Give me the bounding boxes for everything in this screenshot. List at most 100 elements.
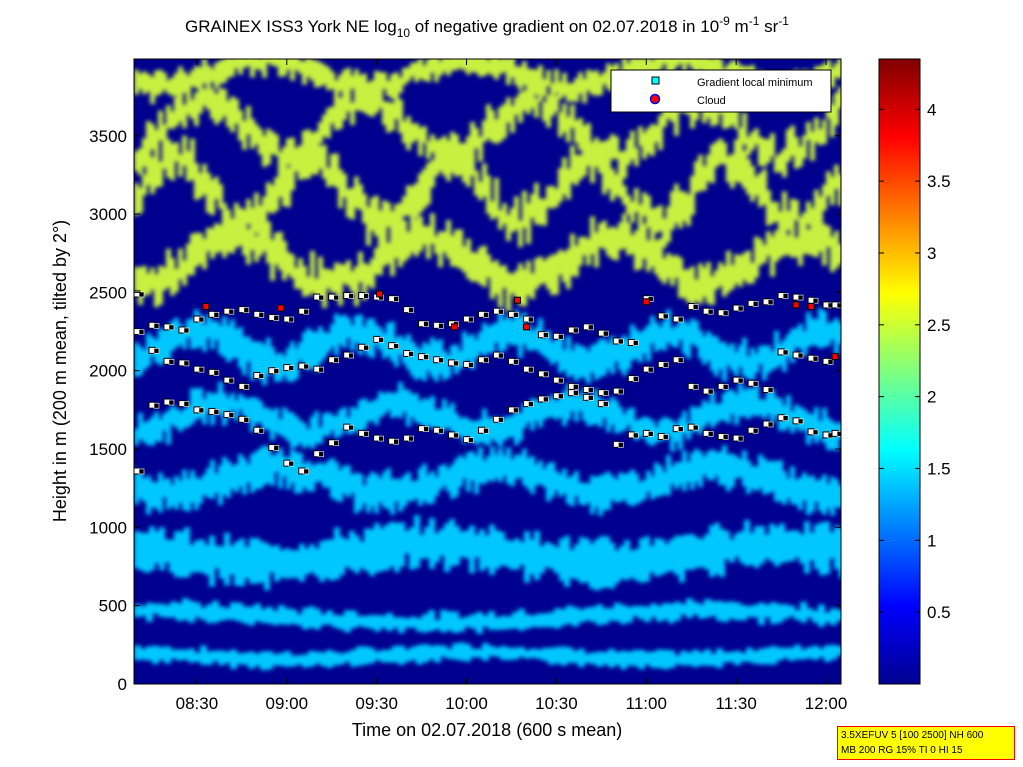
band-segment: [834, 92, 839, 126]
band-segment: [602, 72, 607, 85]
band-segment: [150, 267, 155, 291]
band-segment: [810, 475, 815, 512]
band-segment: [466, 336, 471, 361]
band-segment: [510, 207, 515, 233]
cloud-point: [451, 323, 459, 331]
band-segment: [794, 610, 801, 620]
band-segment: [278, 352, 283, 382]
band-segment: [502, 417, 507, 441]
band-segment: [206, 314, 211, 339]
band-segment: [726, 250, 731, 293]
band-segment: [574, 245, 579, 277]
band-segment: [806, 647, 813, 659]
band-segment: [286, 167, 291, 208]
band-segment: [502, 319, 507, 351]
band-segment: [259, 541, 265, 583]
band-segment: [306, 59, 311, 77]
band-segment: [418, 468, 423, 506]
band-segment: [274, 232, 279, 265]
band-segment: [158, 419, 163, 442]
band-segment: [362, 73, 367, 94]
band-segment: [230, 465, 235, 489]
band-segment: [394, 91, 399, 120]
chart-title: GRAINEX ISS3 York NE log10 of negative g…: [185, 14, 789, 40]
band-segment: [200, 645, 207, 665]
band-segment: [310, 59, 315, 81]
band-segment: [618, 222, 623, 250]
band-segment: [154, 155, 159, 188]
band-segment: [194, 232, 199, 267]
band-segment: [526, 68, 531, 93]
band-segment: [330, 270, 335, 293]
band-segment: [499, 532, 505, 566]
band-segment: [174, 72, 179, 96]
band-segment: [566, 116, 571, 143]
band-segment: [554, 608, 561, 629]
band-segment: [806, 476, 811, 515]
band-segment: [414, 219, 419, 257]
gradient-min-point-lower: [543, 396, 549, 403]
band-segment: [722, 602, 729, 623]
band-segment: [302, 607, 309, 630]
band-segment: [589, 543, 595, 589]
band-segment: [222, 219, 227, 258]
band-segment: [650, 476, 655, 500]
band-segment: [674, 601, 681, 621]
band-segment: [668, 603, 675, 624]
band-segment: [202, 474, 207, 495]
band-segment: [224, 651, 231, 664]
cloud-point: [202, 302, 210, 310]
band-segment: [626, 607, 633, 623]
band-segment: [438, 465, 443, 490]
band-segment: [314, 463, 319, 483]
band-segment: [198, 388, 203, 419]
band-segment: [546, 399, 551, 418]
band-segment: [490, 324, 495, 354]
gradient-min-point-middle: [812, 355, 819, 362]
band-segment: [740, 652, 747, 662]
band-segment: [614, 651, 621, 666]
band-segment: [606, 471, 611, 510]
band-segment: [202, 59, 207, 84]
band-segment: [474, 339, 479, 359]
band-segment: [510, 459, 515, 487]
band-segment: [354, 266, 359, 307]
gradient-min-point-lower: [692, 424, 699, 431]
gradient-min-point-lower: [513, 407, 519, 414]
band-segment: [222, 392, 227, 426]
band-segment: [782, 148, 787, 178]
band-segment: [774, 156, 779, 173]
gradient-min-point-middle: [258, 373, 265, 379]
band-segment: [146, 602, 153, 622]
gradient-min-point-lower: [707, 431, 714, 437]
gradient-min-point-upper: [438, 322, 444, 329]
band-segment: [442, 59, 447, 72]
band-segment: [718, 262, 723, 287]
band-segment: [446, 611, 453, 631]
band-segment: [314, 332, 319, 373]
band-segment: [338, 316, 343, 345]
band-segment: [334, 415, 339, 439]
band-segment: [170, 111, 175, 129]
band-segment: [219, 546, 225, 579]
band-segment: [506, 59, 511, 85]
band-segment: [534, 182, 539, 225]
band-segment: [260, 608, 267, 623]
band-segment: [422, 463, 427, 502]
band-segment: [638, 332, 643, 363]
band-segment: [314, 60, 319, 88]
colorbar-tick-label: 0.5: [927, 603, 951, 622]
band-segment: [222, 59, 227, 83]
band-segment: [530, 398, 535, 431]
band-segment: [536, 649, 543, 660]
gradient-min-point-upper: [318, 294, 325, 301]
gradient-min-point-upper: [213, 312, 220, 318]
band-segment: [282, 407, 287, 438]
band-segment: [494, 617, 501, 630]
band-segment: [754, 526, 760, 568]
band-segment: [506, 214, 511, 241]
band-segment: [430, 134, 435, 153]
band-segment: [248, 651, 255, 669]
band-segment: [570, 83, 575, 102]
band-segment: [686, 422, 691, 440]
